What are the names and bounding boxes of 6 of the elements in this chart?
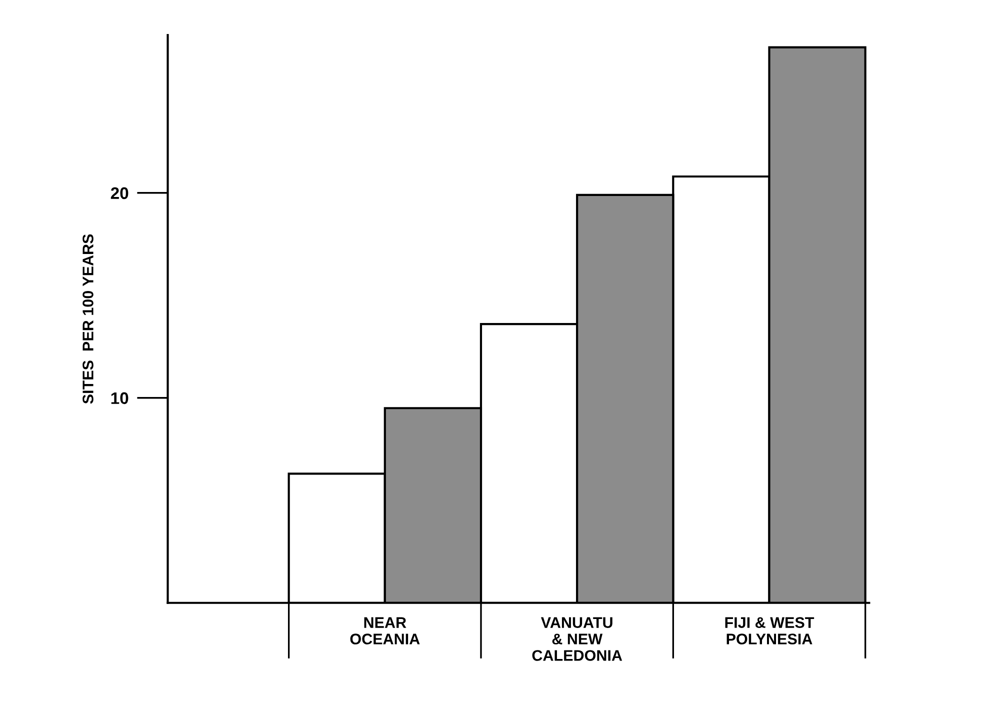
x-tick-label: FIJI & WEST POLYNESIA bbox=[725, 617, 814, 644]
x-tick-label: VANUATU & NEW CALEDONIA bbox=[532, 617, 622, 661]
x-tick-label: NEAR OCEANIA bbox=[350, 617, 420, 644]
y-axis-title: SITES PER 100 YEARS bbox=[82, 234, 94, 404]
y-tick-label: 20 bbox=[110, 187, 128, 200]
y-tick-label: 10 bbox=[111, 392, 128, 404]
